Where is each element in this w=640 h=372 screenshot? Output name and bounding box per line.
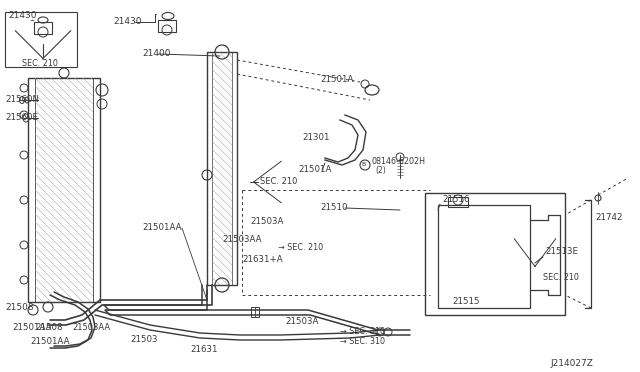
Text: 21501A: 21501A <box>320 76 353 84</box>
Bar <box>425 193 565 315</box>
Text: 21503: 21503 <box>130 336 157 344</box>
Text: 21501AA: 21501AA <box>142 224 182 232</box>
Text: 21513E: 21513E <box>545 247 578 257</box>
Text: B: B <box>361 163 365 167</box>
Bar <box>207 52 237 285</box>
Text: 21430: 21430 <box>8 12 36 20</box>
Text: 21508: 21508 <box>5 304 34 312</box>
Text: 21516: 21516 <box>442 196 470 205</box>
Text: 21503A: 21503A <box>285 317 318 327</box>
Text: 21503AA: 21503AA <box>222 235 262 244</box>
Text: 21631: 21631 <box>190 346 218 355</box>
Text: 21503A: 21503A <box>250 218 284 227</box>
Text: 21515: 21515 <box>452 298 479 307</box>
Bar <box>5 12 77 67</box>
Text: SEC. 210: SEC. 210 <box>543 273 579 282</box>
Text: 21301: 21301 <box>302 134 330 142</box>
Text: 21631+A: 21631+A <box>242 256 283 264</box>
Text: → SEC. 210: → SEC. 210 <box>278 244 323 253</box>
Text: 21501A: 21501A <box>298 166 332 174</box>
Text: SEC. 210: SEC. 210 <box>260 177 298 186</box>
Text: 21430: 21430 <box>113 17 141 26</box>
Bar <box>438 205 530 308</box>
Text: → SEC. 310: → SEC. 310 <box>340 327 385 337</box>
Text: 21503AA: 21503AA <box>72 324 110 333</box>
Text: 08146-6202H: 08146-6202H <box>372 157 426 167</box>
Bar <box>28 78 100 302</box>
Text: 21501AA: 21501AA <box>12 324 51 333</box>
Text: 21742: 21742 <box>595 214 623 222</box>
Text: → SEC. 310: → SEC. 310 <box>340 337 385 346</box>
Text: 21560N: 21560N <box>5 96 39 105</box>
Text: (2): (2) <box>375 166 386 174</box>
Text: 21510: 21510 <box>320 203 348 212</box>
Bar <box>34 22 52 34</box>
Bar <box>158 20 176 32</box>
Text: SEC. 210: SEC. 210 <box>22 60 58 68</box>
Bar <box>251 307 259 317</box>
Text: 21508: 21508 <box>35 324 63 333</box>
Text: 21400: 21400 <box>142 49 170 58</box>
Text: J214027Z: J214027Z <box>550 359 593 369</box>
Bar <box>448 197 468 207</box>
Text: 21501AA: 21501AA <box>30 337 70 346</box>
Text: 21560E: 21560E <box>5 113 38 122</box>
